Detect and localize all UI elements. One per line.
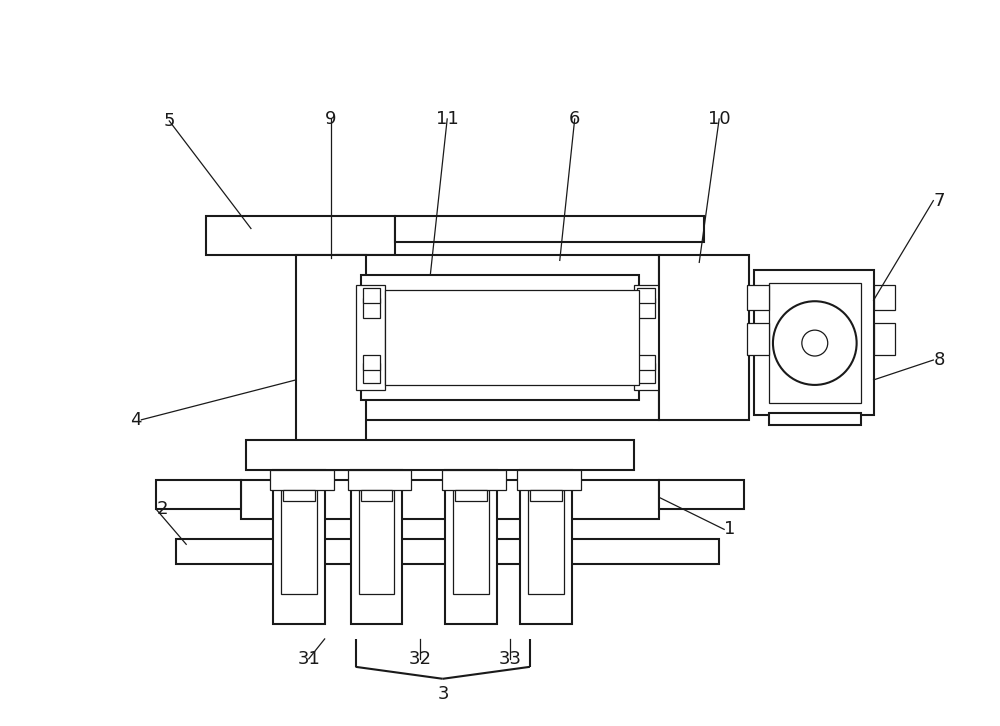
Bar bbox=[528, 489, 564, 594]
Bar bbox=[517, 470, 581, 489]
Bar bbox=[363, 288, 380, 303]
Bar bbox=[530, 489, 562, 502]
Bar bbox=[241, 480, 659, 519]
Bar bbox=[634, 285, 664, 390]
Text: 8: 8 bbox=[933, 351, 945, 369]
Text: 10: 10 bbox=[708, 110, 730, 128]
Text: 7: 7 bbox=[933, 192, 945, 210]
Bar bbox=[395, 216, 704, 242]
Bar bbox=[273, 470, 325, 624]
Bar bbox=[442, 470, 506, 489]
Bar bbox=[283, 489, 315, 502]
Text: 32: 32 bbox=[409, 650, 432, 668]
Bar bbox=[246, 440, 634, 470]
Bar bbox=[659, 256, 749, 420]
Bar bbox=[659, 480, 744, 510]
Text: 4: 4 bbox=[130, 411, 141, 429]
Text: 31: 31 bbox=[297, 650, 320, 668]
Bar bbox=[348, 470, 411, 489]
Bar bbox=[637, 288, 655, 303]
Bar bbox=[156, 480, 241, 510]
Text: 5: 5 bbox=[164, 112, 175, 130]
Bar bbox=[363, 298, 380, 318]
Bar bbox=[520, 470, 572, 624]
Bar bbox=[351, 470, 402, 624]
Bar bbox=[769, 283, 861, 403]
Bar bbox=[361, 489, 392, 502]
Bar bbox=[747, 323, 769, 355]
Bar bbox=[874, 285, 895, 310]
Bar bbox=[359, 489, 394, 594]
Text: 6: 6 bbox=[569, 110, 580, 128]
Bar bbox=[270, 470, 334, 489]
Bar bbox=[363, 355, 380, 370]
Bar bbox=[445, 470, 497, 624]
Bar bbox=[769, 413, 861, 425]
Bar bbox=[296, 256, 366, 470]
Text: 2: 2 bbox=[156, 500, 168, 518]
Bar bbox=[637, 363, 655, 383]
Text: 11: 11 bbox=[436, 110, 459, 128]
Bar bbox=[453, 489, 489, 594]
Text: 9: 9 bbox=[325, 110, 336, 128]
Bar bbox=[363, 363, 380, 383]
Bar bbox=[455, 489, 487, 502]
Bar bbox=[747, 285, 769, 310]
Bar bbox=[206, 216, 395, 256]
Bar bbox=[281, 489, 317, 594]
Bar bbox=[637, 355, 655, 370]
Bar bbox=[336, 256, 659, 420]
Bar bbox=[356, 285, 385, 390]
Text: 33: 33 bbox=[498, 650, 521, 668]
Text: 1: 1 bbox=[724, 521, 736, 539]
Bar bbox=[754, 270, 874, 415]
Bar bbox=[385, 290, 639, 385]
Text: 3: 3 bbox=[437, 685, 449, 703]
Bar bbox=[874, 323, 895, 355]
Bar bbox=[361, 275, 639, 400]
Bar bbox=[637, 298, 655, 318]
Bar bbox=[176, 539, 719, 564]
